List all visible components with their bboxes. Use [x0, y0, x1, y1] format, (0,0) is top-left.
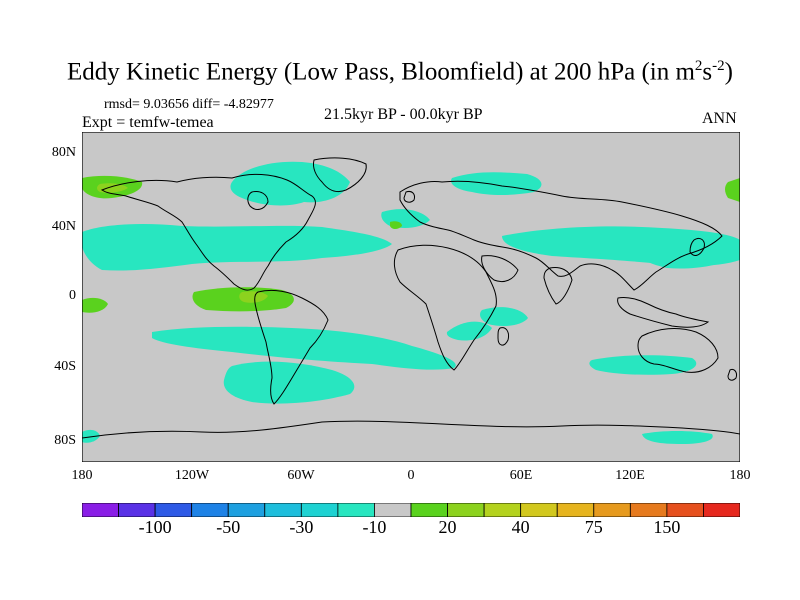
colorbar-label-1: -50 [216, 517, 241, 537]
lon-label-120e: 120E [615, 468, 645, 483]
lat-label-40n: 40N [51, 219, 76, 234]
colorbar-swatch-11 [483, 503, 522, 517]
lon-label-60e: 60E [509, 468, 533, 483]
lon-label-0: 0 [407, 468, 415, 483]
colorbar-label-0: -100 [138, 517, 172, 537]
colorbar-swatch-15 [629, 503, 668, 517]
coast-hudson-bay [247, 191, 269, 210]
colorbar-swatch-10 [447, 503, 485, 517]
experiment-label: Expt = temfw-temea [82, 114, 214, 131]
lon-label-180w: 180 [71, 468, 93, 483]
colorbar-label-6: 75 [584, 517, 603, 537]
fill-north-atlantic [82, 224, 392, 271]
lon-label-180e: 180 [729, 468, 751, 483]
colorbar-swatch-16 [666, 503, 704, 517]
coastlines [82, 157, 740, 439]
colorbar-label-2: -30 [289, 517, 314, 537]
coast-uk [403, 191, 415, 203]
colorbar-swatch-8 [374, 503, 412, 517]
lon-label-120w: 120W [174, 468, 210, 483]
fill-eurasia-north [451, 172, 542, 195]
colorbar-label-5: 40 [511, 517, 530, 537]
coast-madagascar [497, 327, 509, 346]
anomaly-fills [82, 161, 740, 444]
coast-new-zealand [727, 369, 737, 381]
colorbar-swatch-12 [520, 503, 558, 517]
colorbar-swatch-17 [703, 503, 740, 517]
period-label: 21.5kyr BP - 00.0kyr BP [324, 106, 483, 123]
fill-tropical-america-lime [239, 291, 268, 303]
coast-australia [637, 328, 719, 373]
coast-north-america [100, 173, 316, 291]
coast-greenland [313, 157, 367, 193]
colorbar-swatch-14 [593, 503, 631, 517]
colorbar-swatch-13 [556, 503, 595, 517]
colorbar [82, 503, 740, 517]
colorbar-label-3: -10 [362, 517, 387, 537]
fill-atlantic-small-green [390, 221, 402, 229]
fill-north-pacific [641, 251, 727, 269]
colorbar-swatch-3 [191, 503, 229, 517]
lat-label-0: 0 [69, 288, 76, 303]
map-panel [82, 132, 740, 462]
colorbar-swatch-5 [264, 503, 302, 517]
coast-europe [399, 180, 723, 291]
colorbar-swatch-2 [154, 503, 193, 517]
colorbar-swatch-9 [410, 503, 448, 517]
coast-africa [393, 244, 497, 371]
colorbar-swatch-0 [82, 503, 119, 517]
fill-east-pacific-green [82, 297, 108, 313]
season-label: ANN [702, 110, 737, 127]
map-background [82, 132, 740, 462]
colorbar-swatch-6 [300, 503, 339, 517]
coast-antarctica [82, 420, 740, 439]
fill-south-pacific-band [152, 326, 456, 370]
coast-japan [689, 237, 705, 256]
stats-text: rmsd= 9.03656 diff= -4.82977 [104, 97, 274, 112]
lat-label-80s: 80S [54, 433, 76, 448]
colorbar-label-7: 150 [653, 517, 681, 537]
colorbar-label-4: 20 [438, 517, 457, 537]
fill-indian-ocean-south [480, 307, 528, 326]
lat-label-40s: 40S [54, 359, 76, 374]
coast-arabia [481, 255, 519, 283]
fill-kamchatka-green [725, 178, 740, 202]
lat-label-80n: 80N [51, 145, 76, 160]
colorbar-swatch-7 [337, 503, 375, 517]
fill-north-america-arctic [230, 161, 350, 206]
coast-india [543, 267, 573, 305]
colorbar-swatch-4 [227, 503, 266, 517]
fill-southern-ocean-indian [446, 321, 492, 341]
lon-label-60w: 60W [287, 468, 315, 483]
fill-alaska-lime [97, 183, 128, 193]
coast-south-america [254, 289, 329, 405]
fill-australia-south [589, 355, 697, 375]
fill-antarctic [642, 431, 713, 444]
colorbar-swatch-1 [118, 503, 156, 517]
plot-title: Eddy Kinetic Energy (Low Pass, Bloomfiel… [67, 58, 733, 86]
coast-indonesia [617, 297, 710, 328]
